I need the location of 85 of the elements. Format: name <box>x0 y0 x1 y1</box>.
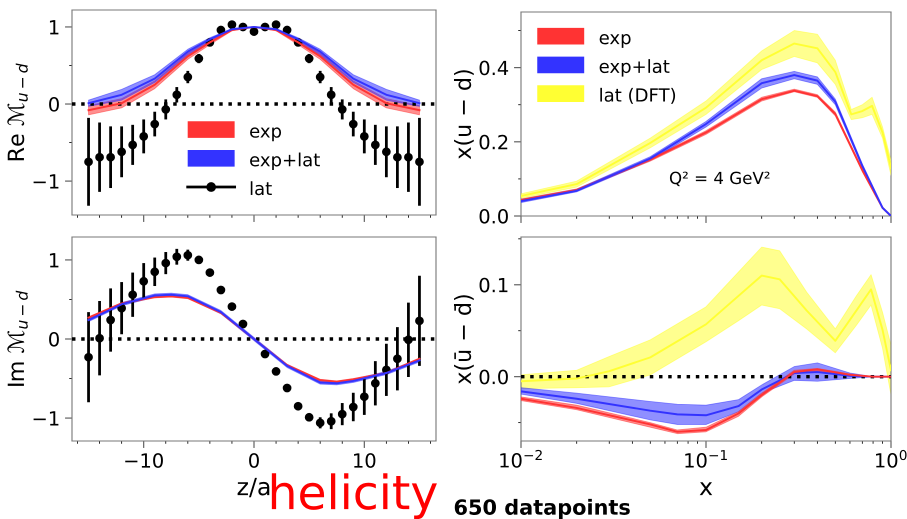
point <box>348 402 358 412</box>
y-tick-label: 0.2 <box>480 134 508 150</box>
point <box>238 320 248 328</box>
point <box>183 250 192 260</box>
y-tick-label: −1 <box>34 174 58 188</box>
point <box>393 354 402 364</box>
legend-label: exp <box>250 127 282 142</box>
point <box>183 72 192 82</box>
point <box>272 20 280 30</box>
point <box>360 392 369 402</box>
x-axis-title: z/a <box>238 478 270 498</box>
point <box>282 384 292 392</box>
point <box>106 152 115 162</box>
point <box>272 367 280 376</box>
point <box>316 418 325 428</box>
point <box>338 410 347 418</box>
legend-label: exp+lat <box>600 59 670 77</box>
x-tick-label: 10$^{−2}$ <box>500 450 542 468</box>
point <box>228 20 236 30</box>
point <box>161 105 170 114</box>
x-tick-label: 10$^{0}$ <box>876 450 907 468</box>
point <box>304 54 314 63</box>
x-tick-label: 10 <box>354 453 376 468</box>
y-axis-title: Re ℳ$_{u−d}$ <box>7 63 28 160</box>
y-tick-label: 1 <box>50 20 58 34</box>
legend-label: lat <box>250 181 272 196</box>
y-tick-label: 0.1 <box>480 278 508 292</box>
point <box>172 90 182 100</box>
point <box>161 258 170 268</box>
y-axis-title: x(u − d) <box>454 70 474 160</box>
point <box>128 140 138 150</box>
point <box>304 412 314 422</box>
point <box>95 152 104 162</box>
point <box>382 147 391 156</box>
point <box>260 350 270 358</box>
point <box>294 402 302 411</box>
point <box>206 268 214 277</box>
x-axis-title: x <box>700 482 712 496</box>
point <box>228 302 236 311</box>
y-axis-title: x(ū − d̄) <box>454 295 474 384</box>
point <box>393 152 402 162</box>
point <box>415 316 424 326</box>
y-tick-label: −1 <box>34 411 58 426</box>
point <box>106 316 115 324</box>
point <box>194 256 204 264</box>
y-tick-label: 1 <box>50 253 58 268</box>
point <box>128 290 138 300</box>
point <box>282 26 292 34</box>
text: 650 datapoints <box>454 498 630 519</box>
point <box>150 267 160 276</box>
point <box>370 378 380 388</box>
x-tick-label: −10 <box>125 453 163 468</box>
point <box>415 157 424 166</box>
point <box>172 252 182 262</box>
point <box>404 152 413 162</box>
text: helicity <box>272 473 437 519</box>
legend-label: exp+lat <box>250 152 320 170</box>
annotation: Q² = 4 GeV² <box>670 172 770 186</box>
y-tick-label: 0.0 <box>480 208 508 224</box>
y-axis-title: Im ℳ$_{u−d}$ <box>7 290 28 386</box>
y-tick-label: 0 <box>49 96 59 112</box>
legend-label: exp <box>600 34 631 48</box>
point <box>216 26 226 34</box>
legend-label: lat (DFT) <box>600 88 676 104</box>
point <box>84 352 93 362</box>
x-tick-label: 0 <box>249 453 259 468</box>
point <box>370 140 380 150</box>
point <box>338 105 347 114</box>
y-tick-label: 0.4 <box>480 60 508 76</box>
point <box>139 276 148 286</box>
point <box>348 120 358 128</box>
point <box>139 132 148 141</box>
point <box>360 132 369 141</box>
x-tick-label: 10$^{−1}$ <box>685 450 727 468</box>
point <box>117 147 126 156</box>
point <box>316 72 325 82</box>
y-tick-label: 0 <box>49 332 59 347</box>
y-tick-label: 0.0 <box>480 370 508 384</box>
point <box>326 90 336 100</box>
point <box>194 54 204 63</box>
point <box>150 120 160 128</box>
point <box>250 27 258 36</box>
point <box>326 416 336 426</box>
point <box>216 286 226 294</box>
point <box>84 157 93 166</box>
